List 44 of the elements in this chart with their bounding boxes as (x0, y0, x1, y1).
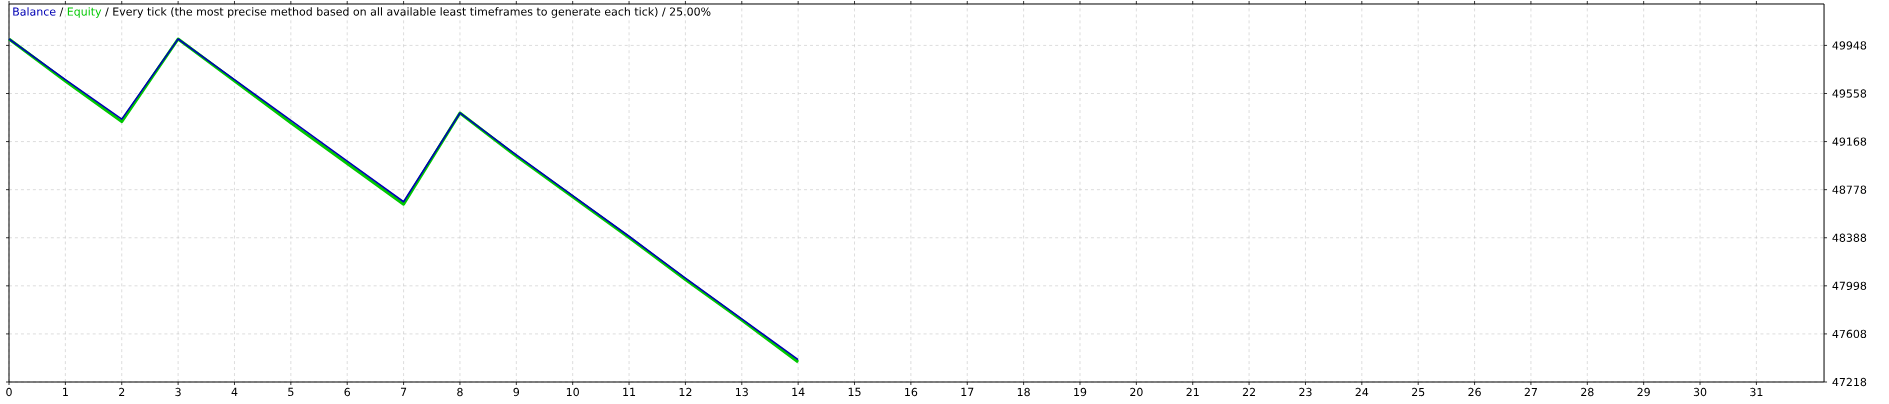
text: Balance (13, 7, 56, 16)
text: Equity (67, 7, 102, 18)
x-tick-label: 15 (848, 387, 861, 397)
annotation: / (59, 7, 64, 17)
x-tick-label: 31 (1750, 387, 1763, 397)
y-tick-label: 49168 (1832, 137, 1867, 146)
y-tick-label: 47218 (1832, 377, 1867, 387)
x-tick-label: 4 (231, 387, 238, 396)
x-tick-label: 17 (961, 387, 974, 396)
x-tick-label: 16 (905, 387, 918, 397)
chart-title: / Every tick (the most precise method based on all available least timeframes to generate each tick) / 25.00% (105, 7, 711, 18)
x-tick-label: 25 (1412, 387, 1425, 397)
x-tick-label: 13 (735, 387, 748, 397)
x-tick-label: 9 (513, 387, 520, 397)
x-tick-label: 10 (566, 387, 579, 397)
x-tick-label: 12 (679, 387, 692, 397)
x-tick-label: 7 (400, 387, 407, 396)
x-tick-label: 18 (1017, 387, 1030, 397)
x-tick-label: 30 (1693, 387, 1707, 397)
y-tick-label: 49948 (1832, 41, 1867, 50)
x-tick-label: 8 (457, 387, 463, 397)
x-tick-label: 11 (623, 387, 636, 396)
x-tick-label: 6 (344, 387, 351, 397)
x-tick-label: 14 (792, 387, 805, 396)
y-tick-label: 48778 (1832, 185, 1867, 194)
x-tick-label: 20 (1130, 387, 1143, 397)
x-tick-label: 19 (1074, 387, 1087, 397)
x-tick-label: 27 (1524, 387, 1537, 397)
x-tick-label: 2 (119, 387, 125, 397)
x-tick-label: 24 (1355, 387, 1369, 397)
x-tick-label: 3 (175, 387, 181, 397)
y-tick-label: 48388 (1832, 233, 1867, 242)
y-tick-label: 47608 (1832, 329, 1867, 339)
x-tick-label: 26 (1468, 387, 1481, 397)
x-tick-label: 21 (1186, 387, 1199, 397)
x-tick-label: 29 (1637, 387, 1650, 397)
y-tick-label: 49558 (1832, 89, 1867, 98)
x-tick-label: 23 (1299, 387, 1312, 397)
x-tick-label: 0 (6, 387, 12, 397)
x-tick-label: 22 (1242, 387, 1255, 397)
x-tick-label: 1 (63, 387, 68, 396)
x-tick-label: 5 (288, 387, 294, 397)
x-tick-label: 28 (1581, 387, 1594, 397)
y-tick-label: 47998 (1832, 281, 1867, 290)
